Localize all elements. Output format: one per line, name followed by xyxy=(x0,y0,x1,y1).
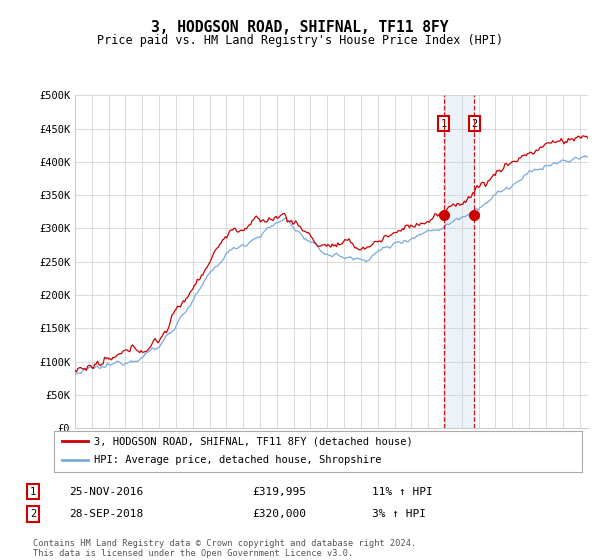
Text: 2: 2 xyxy=(30,509,36,519)
Text: 3, HODGSON ROAD, SHIFNAL, TF11 8FY (detached house): 3, HODGSON ROAD, SHIFNAL, TF11 8FY (deta… xyxy=(94,436,412,446)
Text: £320,000: £320,000 xyxy=(252,509,306,519)
Text: 3% ↑ HPI: 3% ↑ HPI xyxy=(372,509,426,519)
Text: 1: 1 xyxy=(30,487,36,497)
Text: 28-SEP-2018: 28-SEP-2018 xyxy=(69,509,143,519)
Text: £319,995: £319,995 xyxy=(252,487,306,497)
Text: 11% ↑ HPI: 11% ↑ HPI xyxy=(372,487,433,497)
Text: 1: 1 xyxy=(440,119,447,129)
Bar xyxy=(443,95,475,428)
Text: 25-NOV-2016: 25-NOV-2016 xyxy=(69,487,143,497)
Text: 3, HODGSON ROAD, SHIFNAL, TF11 8FY: 3, HODGSON ROAD, SHIFNAL, TF11 8FY xyxy=(151,20,449,35)
Text: HPI: Average price, detached house, Shropshire: HPI: Average price, detached house, Shro… xyxy=(94,455,381,465)
Text: 2: 2 xyxy=(472,119,478,129)
Text: Price paid vs. HM Land Registry's House Price Index (HPI): Price paid vs. HM Land Registry's House … xyxy=(97,34,503,46)
Text: Contains HM Land Registry data © Crown copyright and database right 2024.
This d: Contains HM Land Registry data © Crown c… xyxy=(33,539,416,558)
